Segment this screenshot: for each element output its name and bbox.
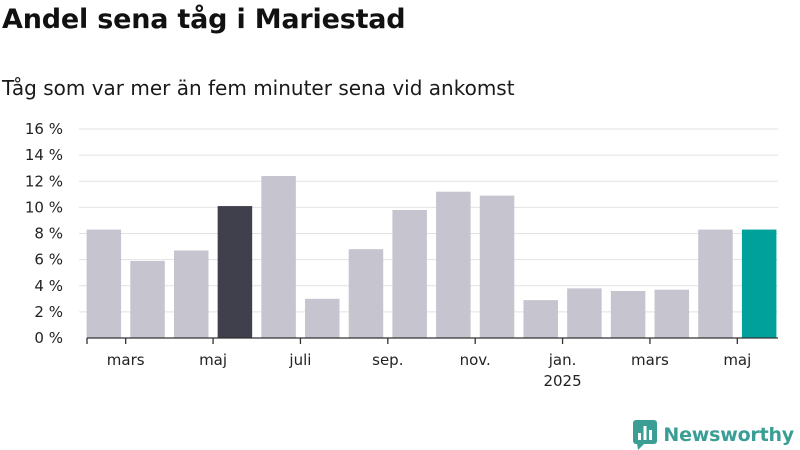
- bar-chart-speech-bubble-icon: [633, 420, 658, 450]
- bar-2024-11: [479, 195, 515, 338]
- bar-2025-01: [567, 288, 602, 338]
- bar-2024-10: [436, 191, 471, 338]
- y-tick-label: 0 %: [34, 329, 63, 347]
- bar-2024-06: [261, 176, 296, 338]
- x-tick-label: maj: [199, 351, 227, 369]
- x-tick-label: nov.: [460, 351, 491, 369]
- x-tick-label: juli: [288, 351, 311, 369]
- y-tick-label: 16 %: [25, 120, 63, 138]
- bar-2024-03: [130, 260, 165, 338]
- y-tick-label: 14 %: [25, 146, 63, 164]
- bar-2025-05: [741, 229, 777, 338]
- bar-2024-05: [217, 206, 253, 338]
- y-tick-label: 6 %: [34, 251, 63, 269]
- x-tick-label: mars: [107, 351, 145, 369]
- y-tick-label: 10 %: [25, 198, 63, 216]
- bar-2025-04: [698, 229, 733, 338]
- x-tick-label: sep.: [372, 351, 403, 369]
- bar-2024-07: [305, 298, 340, 338]
- brand-name: Newsworthy: [663, 424, 794, 446]
- bar-2025-02: [610, 290, 646, 338]
- bar-2024-04: [173, 250, 209, 338]
- chart-subtitle: Tåg som var mer än fem minuter sena vid …: [2, 76, 515, 100]
- x-tick-year-label: 2025: [543, 372, 581, 390]
- y-tick-label: 2 %: [34, 303, 63, 321]
- chart-title: Andel sena tåg i Mariestad: [2, 4, 406, 35]
- newsworthy-logo: Newsworthy: [633, 420, 794, 450]
- bar-2024-02: [86, 229, 122, 338]
- y-tick-label: 4 %: [34, 277, 63, 295]
- x-tick-label: maj: [723, 351, 751, 369]
- bar-2024-09: [392, 209, 427, 338]
- x-tick-label: jan.: [548, 351, 577, 369]
- y-tick-label: 12 %: [25, 172, 63, 190]
- y-tick-label: 8 %: [34, 225, 63, 243]
- bar-2024-12: [523, 300, 558, 338]
- bar-2024-08: [348, 249, 384, 338]
- bar-2025-03: [654, 289, 690, 338]
- x-tick-label: mars: [631, 351, 669, 369]
